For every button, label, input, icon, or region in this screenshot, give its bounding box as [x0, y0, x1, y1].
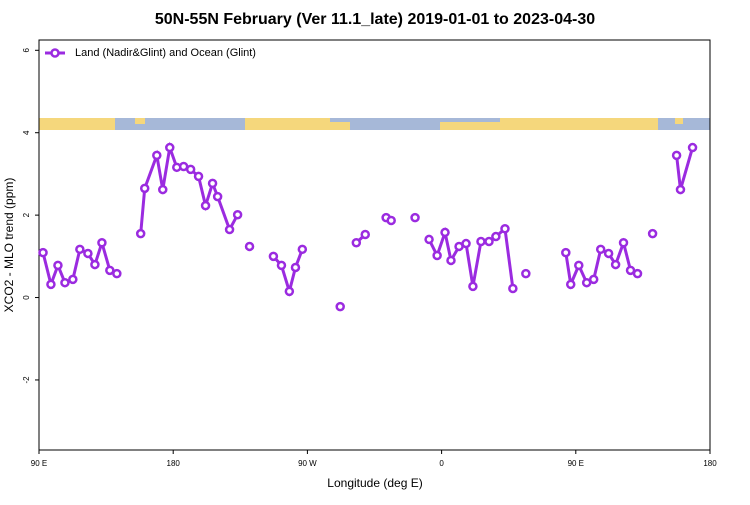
legend-label: Land (Nadir&Glint) and Ocean (Glint)	[75, 47, 256, 59]
chart-title: 50N-55N February (Ver 11.1_late) 2019-01…	[155, 11, 595, 28]
data-point	[687, 142, 698, 153]
data-point	[212, 191, 223, 202]
data-point	[83, 248, 93, 259]
data-point	[284, 286, 295, 297]
data-point	[112, 268, 122, 279]
data-point	[632, 268, 643, 279]
data-point	[671, 150, 682, 161]
x-tick-label: 180	[167, 459, 181, 468]
data-point	[461, 238, 471, 249]
data-point	[432, 250, 442, 261]
data-point	[152, 150, 162, 161]
data-point	[610, 259, 621, 270]
data-point	[574, 260, 584, 271]
legend-marker	[50, 48, 60, 58]
data-point	[360, 229, 371, 240]
data-point	[53, 260, 63, 271]
y-tick-label: 4	[22, 130, 31, 135]
data-point	[68, 274, 78, 285]
data-point	[158, 184, 168, 195]
x-tick-label: 90 W	[298, 459, 317, 468]
data-point	[290, 262, 301, 273]
data-point	[468, 281, 478, 292]
data-point	[500, 223, 510, 234]
data-point	[297, 244, 308, 255]
data-point	[60, 277, 70, 288]
data-point	[351, 237, 362, 248]
data-point	[276, 260, 287, 271]
data-point	[508, 283, 518, 294]
y-tick-label: 0	[22, 295, 31, 300]
data-point	[193, 171, 204, 182]
data-point	[207, 178, 218, 189]
data-point	[521, 268, 531, 279]
data-point	[46, 279, 56, 290]
data-point	[105, 265, 115, 276]
data-point	[244, 241, 255, 252]
data-point	[446, 255, 456, 266]
data-point	[424, 234, 434, 245]
data-point	[185, 164, 196, 175]
x-axis-label: Longitude (deg E)	[327, 476, 422, 490]
plot-frame	[38, 39, 711, 451]
data-point	[588, 274, 599, 285]
data-point	[135, 228, 146, 239]
data-point	[647, 228, 658, 239]
data-point	[38, 247, 48, 258]
x-tick-label: 90 E	[568, 459, 584, 468]
data-point	[410, 212, 420, 223]
x-tick-label: 90 E	[31, 459, 47, 468]
data-point	[603, 248, 614, 259]
data-point	[200, 200, 211, 211]
data-point	[595, 244, 606, 255]
y-tick-label: 6	[22, 48, 31, 53]
data-point	[440, 227, 450, 238]
y-axis-label: XCO2 - MLO trend (ppm)	[2, 178, 16, 313]
data-point	[625, 265, 636, 276]
data-point	[386, 215, 396, 226]
data-point	[561, 247, 571, 258]
data-point	[268, 251, 279, 262]
y-tick-label: -2	[22, 376, 31, 384]
data-point	[75, 244, 85, 255]
data-point	[90, 259, 100, 270]
data-point	[335, 301, 345, 312]
series-line	[41, 141, 694, 297]
x-tick-label: 180	[703, 459, 717, 468]
data-point	[484, 236, 494, 247]
data-point	[476, 236, 486, 247]
data-point	[97, 237, 107, 248]
data-point	[165, 142, 175, 153]
data-point	[139, 183, 150, 194]
land-ocean-strip	[39, 118, 710, 130]
data-point	[224, 224, 235, 235]
x-tick-label: 0	[439, 459, 444, 468]
y-tick-label: 2	[22, 212, 31, 217]
data-point	[491, 231, 501, 242]
data-point	[565, 279, 576, 290]
data-point	[618, 237, 629, 248]
data-point	[232, 209, 243, 220]
data-point	[581, 277, 592, 288]
data-point	[675, 184, 686, 195]
